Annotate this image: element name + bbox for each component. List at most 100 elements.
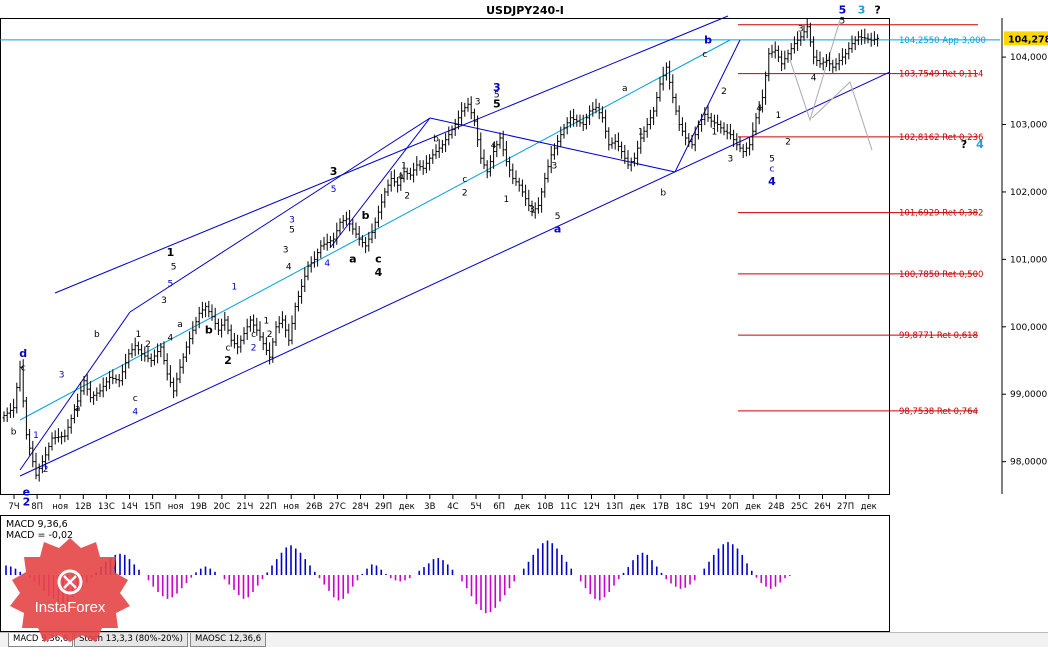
price-bar	[680, 117, 684, 137]
price-bar	[629, 157, 633, 172]
price-bar	[226, 316, 230, 335]
price-bar	[703, 107, 707, 126]
x-tick-label: дек	[630, 502, 646, 512]
price-bar	[268, 342, 272, 365]
tab-maosc[interactable]: MAOSC 12,36,6	[190, 633, 267, 647]
price-bar	[501, 130, 505, 157]
price-bar	[594, 98, 598, 114]
price-bar	[376, 205, 380, 228]
wave-label: 1	[504, 195, 510, 205]
price-bar	[12, 398, 16, 418]
price-bar	[367, 231, 371, 252]
wave-label: 3	[552, 161, 558, 171]
wave-label: 3	[798, 24, 804, 34]
wave-label: 3	[858, 3, 866, 16]
wave-label: 2	[251, 343, 257, 353]
wave-label: ?	[874, 3, 880, 16]
wave-label: 4	[132, 407, 138, 417]
price-bar	[389, 171, 393, 192]
wave-label: 2	[785, 138, 791, 148]
wave-label: c	[226, 343, 231, 353]
price-bar	[844, 48, 848, 65]
price-bar	[258, 321, 262, 341]
macd-legend: MACD 9,36,6	[6, 519, 68, 530]
price-bar	[853, 36, 857, 51]
price-bar	[485, 160, 489, 179]
wave-label: a	[349, 253, 356, 266]
price-bar	[604, 109, 608, 139]
price-bar	[31, 440, 35, 468]
wave-label: 3	[728, 155, 734, 165]
wave-label: c	[702, 50, 707, 60]
x-tick-label: 25С	[791, 502, 808, 512]
x-tick-label: 5Ч	[470, 502, 481, 512]
price-bar	[370, 223, 374, 244]
wave-label: 3	[493, 81, 501, 94]
price-bar	[597, 102, 601, 120]
price-bar	[610, 137, 614, 149]
price-bar	[600, 106, 604, 123]
x-tick-label: 26Ч	[814, 502, 831, 512]
price-bar	[805, 18, 809, 39]
wave-label: 2	[404, 192, 410, 202]
price-bar	[549, 145, 553, 174]
x-tick-label: 12В	[75, 502, 92, 512]
price-bar	[837, 53, 841, 71]
price-bar	[383, 187, 387, 208]
price-bar	[712, 114, 716, 128]
current-price-tag	[1004, 31, 1048, 46]
x-tick-label: 19Ч	[699, 502, 716, 512]
channel-line	[329, 117, 431, 249]
price-bar	[332, 232, 336, 249]
tab-stoch[interactable]: Stoch 13,3,3 (80%-20%)	[74, 633, 188, 647]
price-bar	[437, 139, 441, 158]
wave-label: 1	[776, 111, 782, 121]
wave-label: 4	[491, 141, 497, 151]
x-tick-label: 18С	[676, 502, 693, 512]
price-bar	[239, 335, 243, 353]
price-bar	[543, 172, 547, 198]
price-bar	[156, 343, 160, 364]
x-tick-label: ноя	[283, 502, 299, 512]
x-tick-label: 26В	[306, 502, 323, 512]
price-bar	[728, 124, 732, 140]
price-bar	[658, 76, 662, 102]
price-bar	[210, 304, 214, 321]
x-tick-label: 20П	[721, 502, 738, 512]
price-bar	[482, 149, 486, 170]
price-bar	[860, 29, 864, 45]
price-bar	[588, 105, 592, 126]
y-tick-label: 98,0000	[1010, 458, 1047, 468]
price-bar	[828, 52, 832, 72]
level-label: 102,8162 Ret 0,236	[899, 133, 983, 143]
price-bar	[264, 337, 268, 356]
wave-label: 5	[494, 91, 500, 101]
price-bar	[866, 33, 870, 44]
price-bar	[472, 108, 476, 126]
price-bar	[530, 200, 534, 217]
wave-label: b	[362, 209, 370, 222]
price-bar	[431, 149, 435, 164]
price-bar	[492, 143, 496, 169]
price-bar	[181, 353, 185, 374]
price-bar	[322, 236, 326, 250]
price-bar	[783, 50, 787, 70]
price-bar	[130, 343, 134, 358]
price-bar	[655, 91, 659, 117]
price-bar	[200, 301, 204, 319]
price-bar	[255, 317, 259, 336]
price-bar	[15, 382, 19, 414]
price-bar	[136, 341, 140, 355]
price-bar	[354, 222, 358, 239]
wave-label: 5	[493, 98, 501, 111]
price-bar	[319, 240, 323, 259]
wave-label: 3	[529, 205, 535, 215]
price-bar	[815, 49, 819, 67]
price-bar	[101, 377, 105, 398]
wave-label: 4	[756, 104, 762, 114]
price-bar	[552, 143, 556, 160]
current-price-label: 104,278	[1008, 34, 1048, 45]
wave-label: 1	[33, 431, 39, 441]
x-tick-label: 6П	[493, 502, 505, 512]
price-bar	[536, 197, 540, 214]
